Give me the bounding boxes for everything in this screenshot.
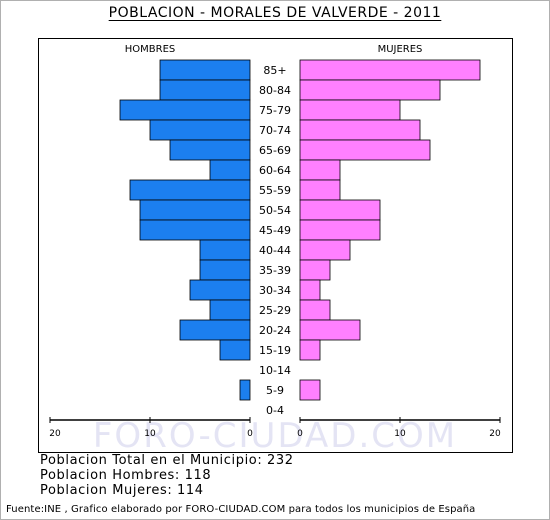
- age-group-label: 35-39: [259, 264, 291, 277]
- women-bar: [299, 319, 361, 341]
- age-group-label: 80-84: [259, 84, 291, 97]
- age-group-label: 55-59: [259, 184, 291, 197]
- men-bar: [209, 159, 251, 181]
- age-group-label: 30-34: [259, 284, 291, 297]
- men-bar: [129, 179, 251, 201]
- x-tick-label: 10: [394, 429, 406, 439]
- women-bar: [299, 159, 341, 181]
- chart-frame: [38, 38, 513, 453]
- x-tick-label: 20: [489, 429, 501, 439]
- women-bar: [299, 59, 481, 81]
- watermark-text: FORO-CIUDAD.COM: [93, 416, 457, 456]
- men-bar: [149, 119, 251, 141]
- age-group-label: 40-44: [259, 244, 291, 257]
- age-group-label: 5-9: [266, 384, 284, 397]
- women-bar: [299, 119, 421, 141]
- women-bar: [299, 79, 441, 101]
- age-group-label: 85+: [263, 64, 286, 77]
- men-bar: [239, 379, 251, 401]
- age-group-label: 50-54: [259, 204, 291, 217]
- age-group-label: 15-19: [259, 344, 291, 357]
- men-bar: [199, 239, 251, 261]
- hombres-header: HOMBRES: [125, 44, 176, 55]
- x-tick-label: 10: [144, 429, 156, 439]
- men-bar: [139, 219, 251, 241]
- men-bar: [119, 99, 251, 121]
- mujeres-header: MUJERES: [378, 44, 423, 55]
- men-bar: [159, 59, 251, 81]
- men-bar: [189, 279, 251, 301]
- men-bar: [199, 259, 251, 281]
- women-bar: [299, 379, 321, 401]
- age-group-label: 60-64: [259, 164, 291, 177]
- women-bar: [299, 219, 381, 241]
- total-population-text: Poblacion Total en el Municipio: 232: [40, 453, 294, 468]
- age-group-label: 45-49: [259, 224, 291, 237]
- age-group-label: 65-69: [259, 144, 291, 157]
- women-bar: [299, 139, 431, 161]
- age-group-label: 25-29: [259, 304, 291, 317]
- men-bar: [169, 139, 251, 161]
- age-group-label: 70-74: [259, 124, 291, 137]
- age-group-label: 20-24: [259, 324, 291, 337]
- women-bar: [299, 99, 401, 121]
- age-group-label: 0-4: [266, 404, 284, 417]
- men-bar: [219, 339, 251, 361]
- women-bar: [299, 199, 381, 221]
- x-tick-label: 0: [247, 429, 253, 439]
- chart-title: POBLACION - MORALES DE VALVERDE - 2011: [108, 5, 442, 21]
- women-bar: [299, 279, 321, 301]
- age-group-label: 75-79: [259, 104, 291, 117]
- men-bar: [179, 319, 251, 341]
- women-bar: [299, 179, 341, 201]
- women-bar: [299, 339, 321, 361]
- men-bar: [159, 79, 251, 101]
- men-bar: [139, 199, 251, 221]
- source-footer: Fuente:INE , Grafico elaborado por FORO-…: [6, 504, 476, 515]
- men-population-text: Poblacion Hombres: 118: [40, 468, 212, 483]
- x-tick-label: 20: [49, 429, 61, 439]
- women-bar: [299, 299, 331, 321]
- women-bar: [299, 259, 331, 281]
- women-bar: [299, 239, 351, 261]
- men-bar: [209, 299, 251, 321]
- age-group-label: 10-14: [259, 364, 291, 377]
- x-tick-label: 0: [297, 429, 303, 439]
- women-population-text: Poblacion Mujeres: 114: [40, 483, 204, 498]
